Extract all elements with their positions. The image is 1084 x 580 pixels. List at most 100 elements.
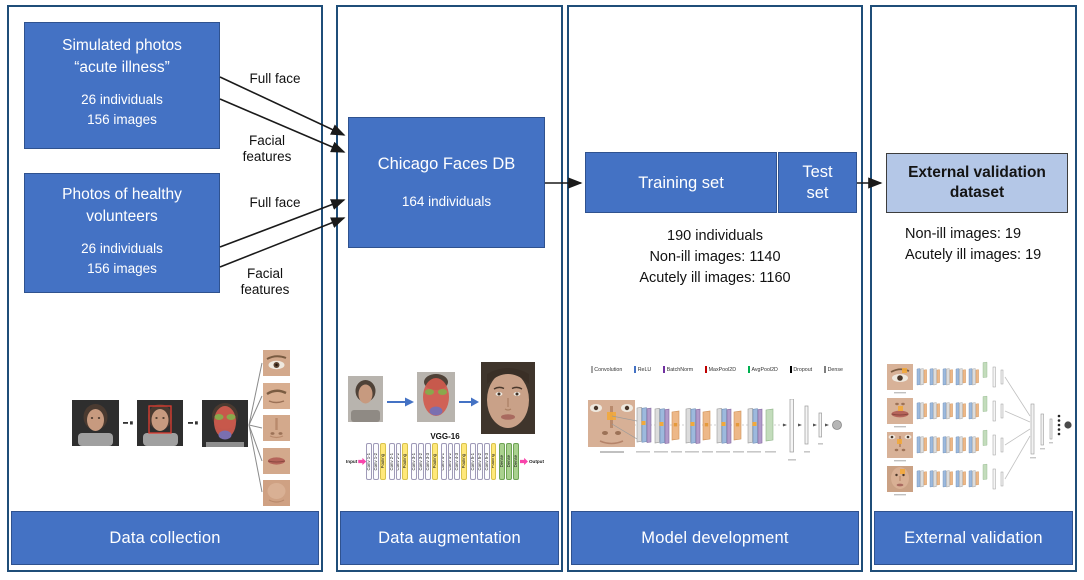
vgg-block-conv: Conv 1-2	[373, 443, 379, 480]
external-validation-stats: Non-ill images: 19 Acutely ill images: 1…	[905, 224, 1041, 266]
dim-labels	[1030, 442, 1053, 459]
vgg-blocks: Input Conv 1-1 Conv 1-2 Pooling Conv 2-1 Conv…	[346, 443, 544, 480]
cnn-legend: Convolution ReLU BatchNorm MaxPool2D AvgPool…	[591, 366, 843, 373]
box-simulated-line2: “acute illness”	[74, 59, 170, 76]
panel-title-data-augmentation: Data augmentation	[340, 511, 559, 565]
nose-input-image	[887, 432, 913, 462]
vgg-block-conv: Conv 4-1	[440, 443, 447, 480]
training-set-label: Training set	[638, 173, 724, 192]
panel-title-data-collection: Data collection	[11, 511, 319, 565]
branch-chain	[917, 430, 1003, 455]
external-validation-dataset-box: External validation dataset	[886, 153, 1068, 213]
test-set-box: Test set	[778, 152, 857, 213]
edge-label-facial-features-top: Facial features	[242, 133, 292, 164]
dense-bar	[1040, 413, 1044, 446]
branch-chain	[917, 396, 1003, 421]
vgg-block-conv: Conv 4-3	[454, 443, 461, 480]
maxpool-block	[671, 410, 680, 441]
legend-item: Dense	[824, 366, 843, 373]
training-stats: 190 individuals Non-ill images: 1140 Acu…	[569, 226, 861, 289]
panel-model-development: Training set Test set 190 individuals No…	[567, 5, 863, 572]
output-node	[832, 420, 842, 430]
edge-label-full-face-top: Full face	[249, 71, 301, 86]
vgg-block-dense: Dense	[499, 443, 506, 480]
conv-stack	[747, 407, 763, 445]
panel-external-validation: External validation dataset Non-ill imag…	[870, 5, 1077, 572]
augmentation-illustration: VGG-16 Input Conv 1-1 Conv 1-2 Pooling Conv …	[345, 358, 545, 490]
brow-crop	[263, 383, 290, 409]
output-node	[1064, 421, 1072, 429]
vgg-block-conv: Conv 5-1	[470, 443, 476, 480]
conv-stack	[636, 406, 652, 444]
blue-arrow-icon	[387, 397, 414, 407]
legend-item: Dropout	[790, 366, 812, 373]
legend-item: ReLU	[634, 366, 651, 373]
legend-item: MaxPool2D	[705, 366, 736, 373]
legend-marker-icon	[634, 366, 637, 373]
chicago-faces-db-box: Chicago Faces DB 164 individuals	[348, 117, 545, 248]
pink-arrow-icon	[358, 457, 367, 466]
dim-labels	[636, 443, 823, 461]
vgg-title: VGG-16	[430, 432, 460, 441]
ext-box-line1: External validation	[908, 164, 1046, 181]
box-healthy-stat1: 26 individuals	[81, 241, 163, 256]
box-healthy-stat2: 156 images	[87, 261, 157, 276]
panel-data-collection: Simulated photos “acute illness” 26 indi…	[7, 5, 323, 572]
vgg-block-conv: Conv 3-3	[424, 443, 431, 480]
box-simulated-line1: Simulated photos	[62, 37, 182, 54]
test-set-line2: set	[806, 183, 829, 202]
avgpool-block	[765, 408, 774, 442]
training-stat-nonill: Non-ill images: 1140	[649, 249, 781, 265]
vgg-block-conv: Conv 5-3	[483, 443, 490, 480]
box-simulated-stat2: 156 images	[87, 112, 157, 127]
ext-stat-ill: Acutely ill images: 19	[905, 247, 1042, 263]
maxpool-block	[733, 410, 742, 441]
vgg-block-pool: Pooling	[431, 443, 438, 480]
panel-title-external-validation: External validation	[874, 511, 1073, 565]
ext-box-line2: dataset	[949, 184, 1005, 201]
db-box-line2: 164 individuals	[401, 194, 492, 209]
original-photo	[72, 400, 119, 446]
vgg-block-conv: Conv 1-1	[366, 443, 373, 480]
augmented-face-photo	[481, 362, 535, 434]
vgg-block-pool: Pooling	[461, 443, 468, 480]
vgg-block-conv: Conv 3-2	[418, 443, 424, 480]
legend-marker-icon	[748, 366, 750, 373]
masked-photo	[417, 372, 455, 422]
box-healthy-line2: volunteers	[86, 208, 158, 225]
eye-crop	[263, 350, 290, 376]
vgg-input-arrow: Input	[346, 443, 367, 480]
conv-stack	[716, 407, 732, 445]
merge-lines	[1004, 376, 1031, 480]
legend-marker-icon	[790, 366, 792, 373]
dense-bar	[1049, 418, 1053, 440]
augmentation-photos	[348, 362, 535, 434]
training-stat-individuals: 190 individuals	[667, 228, 763, 244]
nose-crop	[263, 415, 290, 441]
legend-item: BatchNorm	[663, 366, 693, 373]
dense-bar	[818, 412, 822, 438]
vgg-output-arrow: Output	[519, 443, 544, 480]
vgg-block-pool: Pooling	[490, 443, 497, 480]
branch-chain	[917, 362, 1003, 387]
vgg-block-dense: Dense	[506, 443, 513, 480]
panel-data-augmentation: Chicago Faces DB 164 individuals	[336, 5, 563, 572]
vgg-block-dense: Dense	[513, 443, 519, 480]
skin-crop	[263, 480, 290, 506]
edge-label-facial-features-bottom: Facial features	[240, 266, 290, 297]
dense-bar	[789, 399, 794, 453]
vgg-block-pool: Pooling	[402, 443, 409, 480]
legend-marker-icon	[824, 366, 827, 373]
mouth-crop	[263, 448, 290, 474]
vgg-block-pool: Pooling	[379, 443, 386, 480]
test-set-line1: Test	[802, 162, 833, 181]
dense-bar	[804, 405, 809, 445]
edge-label-full-face-bottom: Full face	[249, 195, 301, 210]
legend-marker-icon	[663, 366, 666, 373]
vgg-block-conv: Conv 4-2	[447, 443, 454, 480]
box-healthy-photos: Photos of healthy volunteers 26 individu…	[24, 173, 220, 293]
cnn-architecture-illustration	[588, 399, 842, 461]
vgg-block-conv: Conv 2-1	[388, 443, 395, 480]
conv-stack	[654, 407, 670, 445]
